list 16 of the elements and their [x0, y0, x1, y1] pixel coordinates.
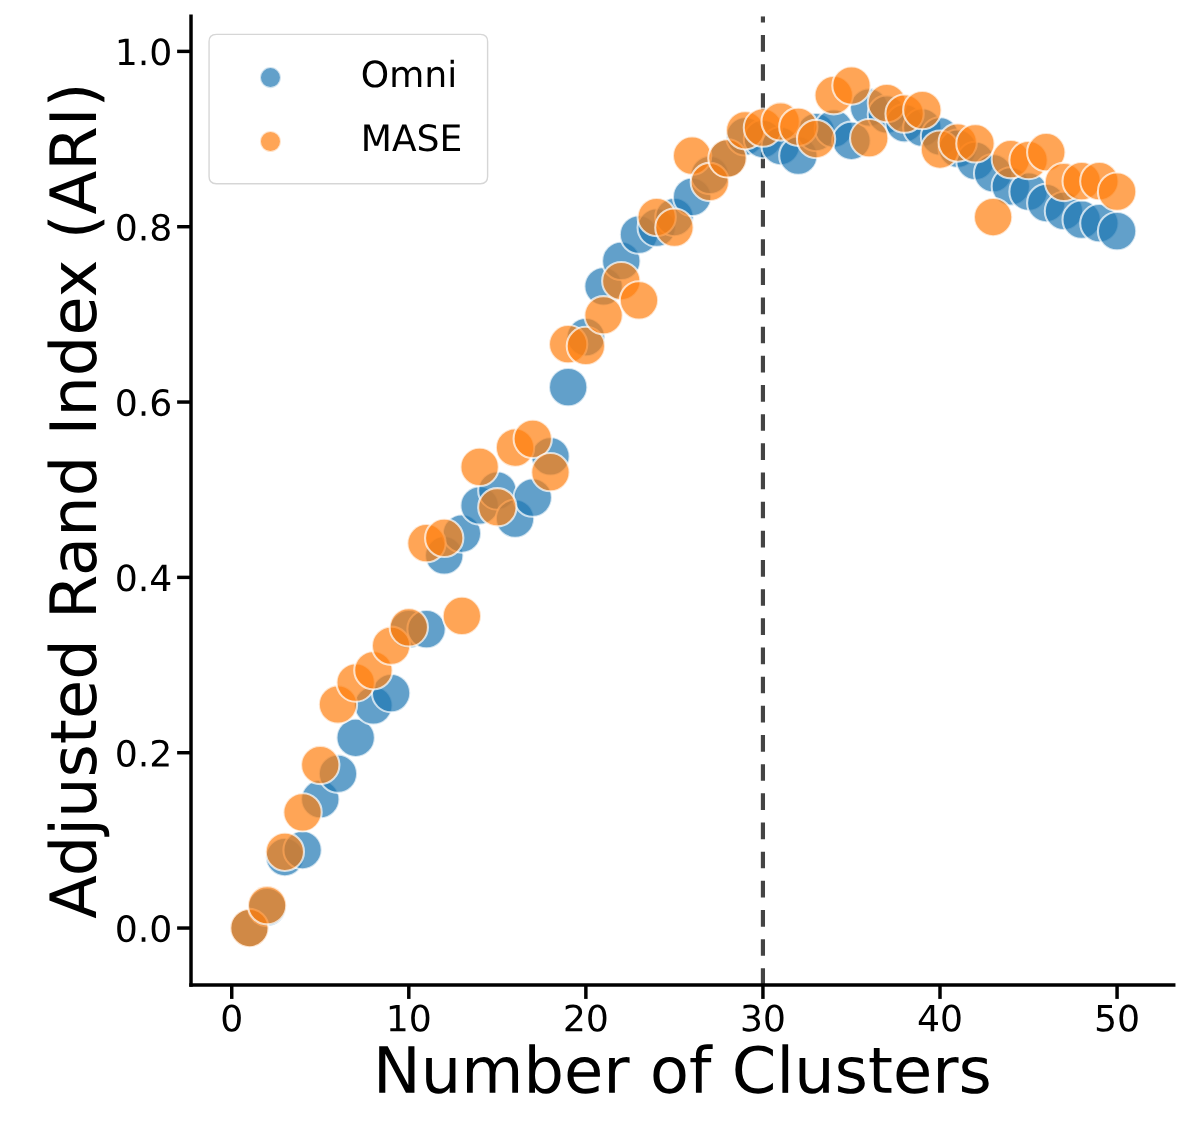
- y-tick-label: 0.8: [117, 213, 170, 241]
- y-tick-label: 0.4: [117, 564, 171, 592]
- x-axis-title: Number of Clusters: [379, 1044, 989, 1094]
- x-tick-label: 10: [389, 1004, 430, 1032]
- x-tick-label: 40: [918, 1004, 961, 1032]
- y-axis-title: Adjusted Rand Index (ARI): [47, 88, 110, 919]
- y-tick-label: 0.2: [117, 739, 169, 767]
- x-tick-label: 30: [742, 1004, 784, 1032]
- y-tick-label: 0.0: [117, 914, 170, 943]
- legend-label: MASE: [364, 124, 461, 152]
- x-tick-label: 20: [565, 1004, 607, 1032]
- legend-label: Omni: [362, 59, 454, 88]
- y-tick-label: 1.0: [118, 38, 170, 66]
- x-tick-label: 50: [1096, 1004, 1138, 1032]
- x-tick-label: 0: [222, 1004, 241, 1032]
- y-tick-label: 0.6: [117, 388, 170, 417]
